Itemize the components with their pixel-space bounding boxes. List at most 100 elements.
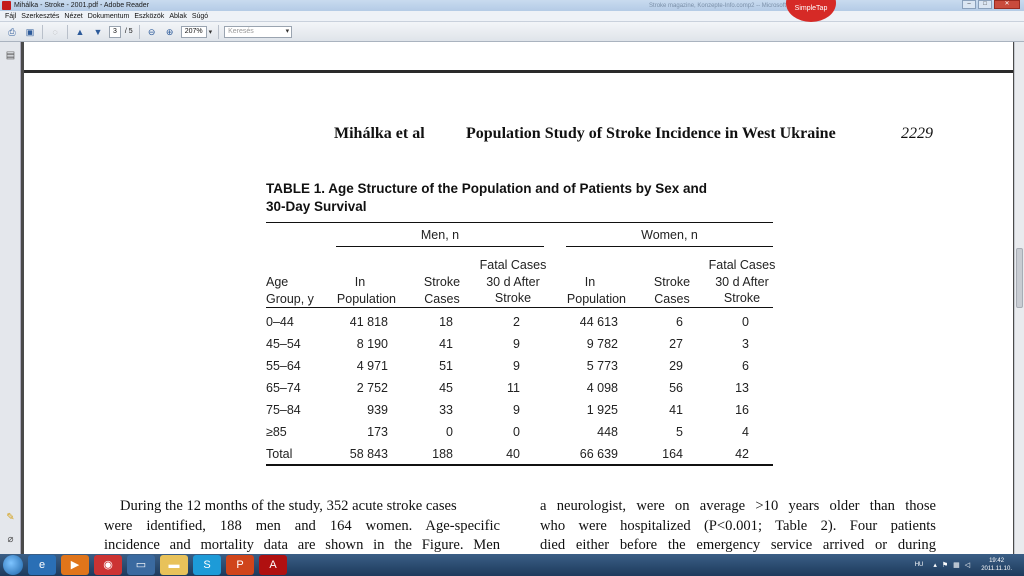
minimize-button[interactable]: –	[962, 0, 976, 9]
adobe-reader-icon	[2, 1, 11, 10]
running-header-authors: Mihálka et al	[334, 125, 425, 142]
menu-tools[interactable]: Eszközök	[134, 12, 165, 20]
cell-women-population: 448	[597, 425, 618, 439]
folder-icon[interactable]: ▬	[160, 555, 188, 575]
toolbar-separator	[138, 24, 140, 39]
col-header-line: 30 d After	[715, 274, 769, 289]
print-icon[interactable]: ⎙	[8, 26, 16, 37]
search-placeholder: Keresés	[228, 27, 254, 35]
cell-age: Total	[266, 447, 293, 461]
powerpoint-icon[interactable]: P	[226, 555, 254, 575]
running-header-title: Population Study of Stroke Incidence in …	[466, 125, 836, 142]
skype-icon[interactable]: S	[193, 555, 221, 575]
col-header-line: In	[354, 275, 366, 289]
vertical-scrollbar[interactable]	[1014, 42, 1024, 554]
cell-men-stroke: 0	[446, 425, 453, 439]
simpletap-overlay-button[interactable]: SimpleTap	[786, 0, 836, 22]
header-bottom-rule	[266, 307, 773, 308]
page-number: 2229	[901, 125, 933, 142]
share-icon[interactable]: ◌	[52, 26, 58, 37]
cell-women-population: 5 773	[586, 359, 618, 373]
save-icon[interactable]: ▣	[25, 26, 35, 37]
toolbar-separator	[42, 24, 43, 39]
clock[interactable]: 19:42 2011.11.10.	[981, 557, 1012, 573]
volume-icon[interactable]: ◁	[964, 562, 971, 569]
toolbar-separator	[218, 24, 220, 39]
zoom-dropdown-icon[interactable]: ▾	[208, 28, 213, 36]
attachment-icon[interactable]: ⌀	[7, 534, 14, 545]
body-line: died either before the emergency service…	[540, 537, 936, 553]
group-header-men: Men, n	[420, 228, 460, 242]
zoom-in-icon[interactable]: ⊕	[165, 26, 174, 37]
cell-men-population: 173	[367, 425, 388, 439]
col-header-line: Cases	[424, 291, 460, 306]
cell-men-population: 8 190	[356, 337, 388, 351]
body-line: who were hospitalized (P<0.001; Table 2)…	[540, 517, 936, 534]
cell-women-population: 9 782	[586, 337, 618, 351]
maximize-button[interactable]: □	[978, 0, 992, 9]
cell-women-stroke: 27	[669, 337, 683, 351]
cell-men-stroke: 188	[432, 447, 453, 461]
cell-women-fatal: 3	[742, 337, 749, 351]
group-header-women: Women, n	[641, 228, 698, 242]
toolbar-separator	[67, 24, 68, 39]
navigation-panel: ▤ ✎ ⌀	[0, 42, 21, 554]
previous-page-icon[interactable]: ▲	[75, 26, 85, 37]
cell-age: 75–84	[266, 403, 301, 417]
menu-file[interactable]: Fájl	[5, 12, 17, 20]
cell-men-population: 41 818	[349, 315, 388, 329]
menu-window[interactable]: Ablak	[169, 12, 187, 20]
cell-women-population: 66 639	[579, 447, 618, 461]
cell-women-stroke: 41	[669, 403, 683, 417]
cell-age: 0–44	[266, 315, 294, 329]
page-total: / 5	[124, 28, 133, 35]
up-arrow-icon[interactable]: ▴	[933, 562, 937, 569]
col-header-line: Fatal Cases	[479, 258, 547, 272]
explorer-icon[interactable]: ▭	[127, 555, 155, 575]
menu-view[interactable]: Nézet	[64, 12, 83, 20]
col-header-women-fatal: Fatal Cases 30 d After Stroke	[703, 257, 781, 307]
col-header-age: Age Group, y	[266, 274, 314, 307]
col-header-men-stroke: Stroke Cases	[419, 274, 465, 307]
network-icon[interactable]: ▦	[953, 562, 960, 569]
menu-bar: Fájl Szerkesztés Nézet Dokumentum Eszköz…	[0, 11, 1024, 22]
cell-men-stroke: 51	[439, 359, 453, 373]
comment-icon[interactable]: ✎	[6, 512, 15, 523]
chrome-icon[interactable]: ◉	[94, 555, 122, 575]
col-header-line: Stroke	[423, 275, 461, 289]
cell-women-fatal: 13	[735, 381, 749, 395]
table-top-rule	[266, 222, 773, 223]
cell-men-fatal: 9	[513, 337, 520, 351]
col-header-men-fatal: Fatal Cases 30 d After Stroke	[474, 257, 552, 307]
table-caption: TABLE 1. Age Structure of the Population…	[266, 180, 736, 216]
language-indicator[interactable]: HU	[914, 562, 924, 568]
page-number-input[interactable]: 3	[109, 25, 121, 38]
scrollbar-thumb[interactable]	[1016, 248, 1023, 308]
search-dropdown-icon[interactable]: ▾	[285, 27, 290, 35]
col-header-line: Stroke	[653, 275, 691, 289]
cell-men-fatal: 9	[513, 359, 520, 373]
menu-help[interactable]: Súgó	[191, 12, 209, 20]
col-header-line: Population	[566, 291, 626, 306]
table-bottom-rule	[266, 464, 773, 466]
flag-icon[interactable]: ⚑	[941, 562, 949, 569]
media-player-icon[interactable]: ▶	[61, 555, 89, 575]
cell-men-stroke: 41	[439, 337, 453, 351]
next-page-icon[interactable]: ▼	[93, 26, 103, 37]
start-button[interactable]	[3, 555, 23, 575]
background-window-title: Stroke magazine, Konzepte-Info.comp2 -- …	[649, 2, 810, 9]
zoom-out-icon[interactable]: ⊖	[147, 26, 156, 37]
window-controls: – □ ✕	[960, 0, 1020, 10]
menu-document[interactable]: Dokumentum	[87, 12, 130, 20]
adobe-reader-taskbar-icon[interactable]: A	[259, 555, 287, 575]
pdf-page: Mihálka et al Population Study of Stroke…	[24, 42, 1013, 554]
pages-panel-icon[interactable]: ▤	[5, 50, 16, 61]
search-input[interactable]: Keresés ▾	[224, 25, 293, 38]
ie-icon[interactable]: e	[28, 555, 56, 575]
menu-edit[interactable]: Szerkesztés	[21, 12, 60, 20]
cell-women-stroke: 5	[676, 425, 683, 439]
body-line: During the 12 months of the study, 352 a…	[120, 498, 457, 514]
close-button[interactable]: ✕	[994, 0, 1020, 9]
col-header-line: Stroke	[494, 291, 532, 305]
zoom-input[interactable]: 207%	[180, 25, 207, 38]
